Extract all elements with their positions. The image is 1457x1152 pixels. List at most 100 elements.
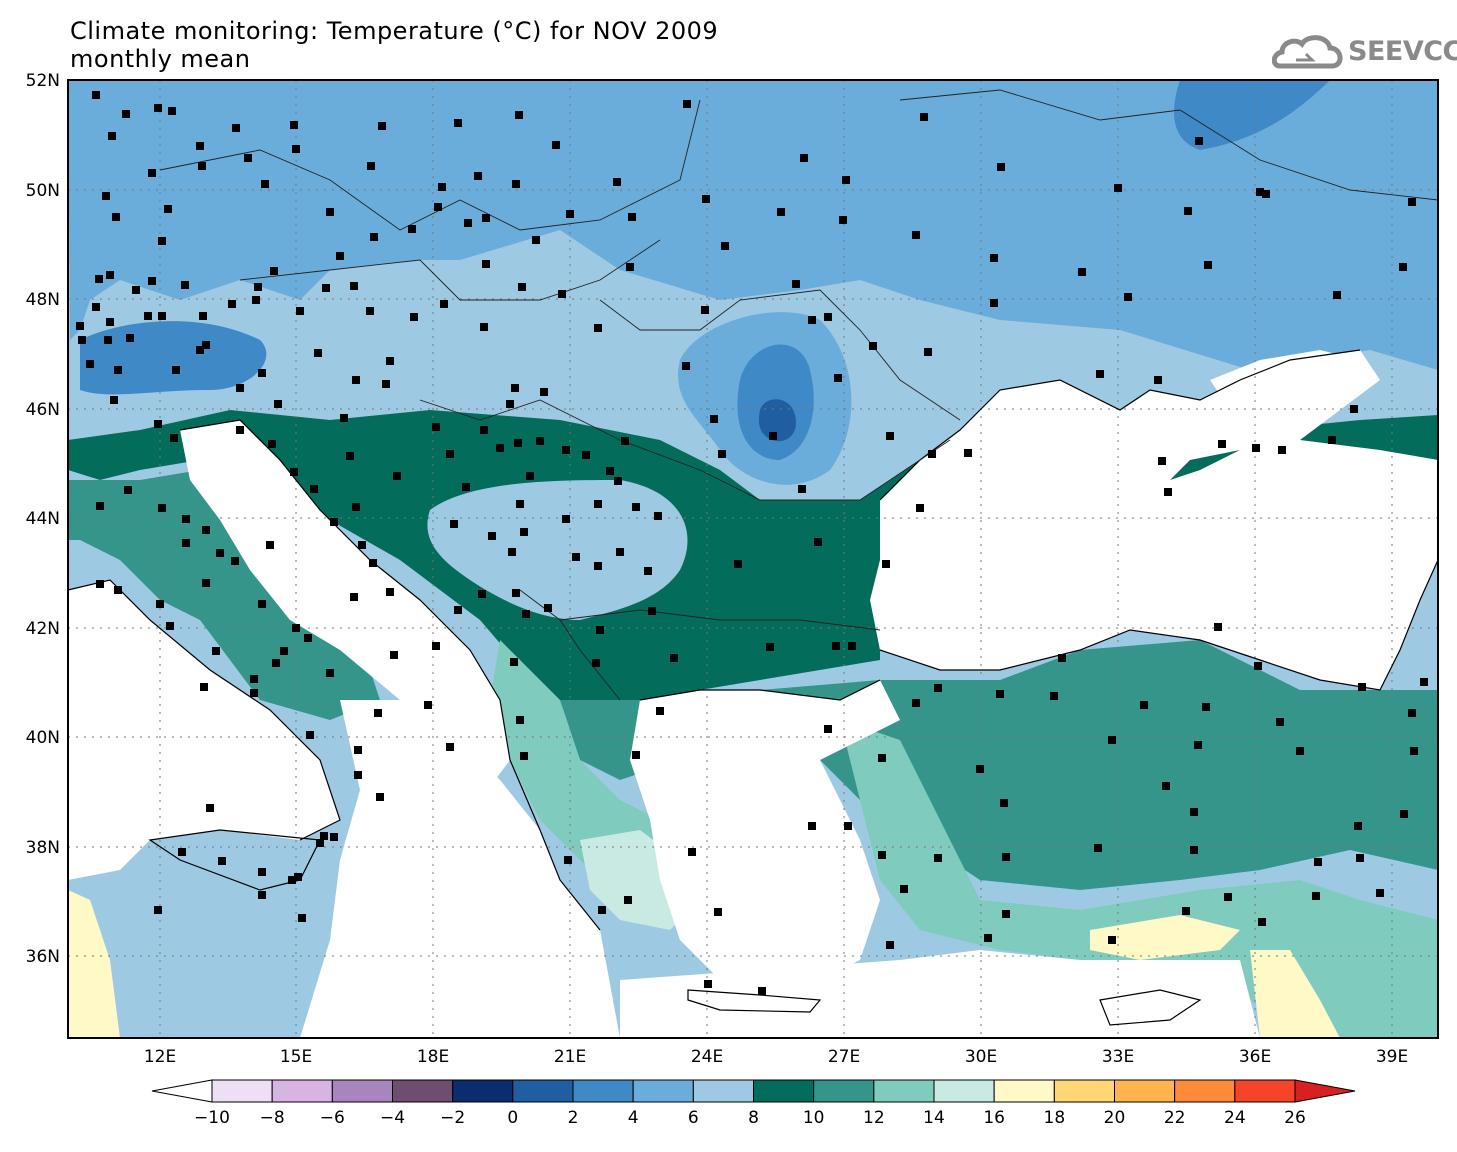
station-marker <box>158 237 166 245</box>
station-marker <box>496 444 504 452</box>
field-band-0-2-pocket <box>758 399 796 442</box>
station-marker <box>718 450 726 458</box>
station-marker <box>990 254 998 262</box>
lat-label: 36N <box>26 947 60 967</box>
station-marker <box>614 477 622 485</box>
station-marker <box>78 336 86 344</box>
colorbar-box <box>572 1079 634 1103</box>
station-marker <box>596 626 604 634</box>
med-sea-east <box>620 950 1260 1038</box>
station-marker <box>1420 678 1428 686</box>
lat-label: 48N <box>26 290 60 310</box>
colorbar-box <box>331 1079 394 1103</box>
station-marker <box>480 323 488 331</box>
station-marker <box>320 832 328 840</box>
colorbar-arrow-high <box>1294 1079 1356 1103</box>
station-marker <box>1108 736 1116 744</box>
station-marker <box>758 987 766 995</box>
station-marker <box>900 885 908 893</box>
station-marker <box>322 284 330 292</box>
station-marker <box>374 709 382 717</box>
lon-label: 21E <box>554 1047 586 1067</box>
lat-label: 46N <box>26 400 60 420</box>
station-marker <box>882 560 890 568</box>
station-marker <box>166 622 174 630</box>
colorbar-ticks: −10 −8 −6 −4 −2 0 2 4 6 8 10 12 14 16 18 20 22 24 26 <box>194 1108 1306 1128</box>
station-marker <box>1400 810 1408 818</box>
station-marker <box>934 854 942 862</box>
station-marker <box>154 906 162 914</box>
station-marker <box>126 334 134 342</box>
station-marker <box>450 520 458 528</box>
station-marker <box>336 252 344 260</box>
station-marker <box>346 452 354 460</box>
station-marker <box>1256 188 1264 196</box>
station-marker <box>1124 293 1132 301</box>
station-marker <box>1399 263 1407 271</box>
colorbar-tick-label: 2 <box>568 1108 579 1128</box>
station-marker <box>168 107 176 115</box>
station-marker <box>261 180 269 188</box>
station-marker <box>1333 291 1341 299</box>
colorbar-tick-label: 22 <box>1164 1108 1186 1128</box>
station-marker <box>254 283 262 291</box>
station-marker <box>350 282 358 290</box>
station-marker <box>1356 854 1364 862</box>
station-marker <box>367 162 375 170</box>
station-marker <box>340 414 348 422</box>
colorbar-box <box>452 1079 514 1103</box>
station-marker <box>1258 918 1266 926</box>
station-marker <box>432 642 440 650</box>
station-marker <box>76 322 84 330</box>
lat-label: 50N <box>26 181 60 201</box>
station-marker <box>216 549 224 557</box>
station-marker <box>734 560 742 568</box>
station-marker <box>108 132 116 140</box>
station-marker <box>798 485 806 493</box>
colorbar-tick-label: 0 <box>507 1108 518 1128</box>
station-marker <box>1154 376 1162 384</box>
station-marker <box>878 851 886 859</box>
station-marker <box>766 643 774 651</box>
station-marker <box>386 357 394 365</box>
station-marker <box>886 432 894 440</box>
station-marker <box>326 669 334 677</box>
station-marker <box>522 610 530 618</box>
colorbar-box <box>753 1079 815 1103</box>
station-marker <box>1350 405 1358 413</box>
station-marker <box>510 658 518 666</box>
station-marker <box>296 307 304 315</box>
station-marker <box>1276 718 1284 726</box>
tyrrhenian-sea <box>68 580 340 880</box>
station-marker <box>440 300 448 308</box>
colorbar-box <box>211 1079 273 1103</box>
lon-label: 24E <box>691 1047 723 1067</box>
colorbar-box <box>993 1079 1055 1103</box>
station-marker <box>562 446 570 454</box>
station-marker <box>390 651 398 659</box>
station-marker <box>514 439 522 447</box>
station-marker <box>683 100 691 108</box>
station-marker <box>244 154 252 162</box>
station-marker <box>86 360 94 368</box>
station-marker <box>1190 846 1198 854</box>
station-marker <box>330 518 338 526</box>
station-marker <box>96 580 104 588</box>
station-marker <box>1312 892 1320 900</box>
station-marker <box>280 647 288 655</box>
station-marker <box>454 119 462 127</box>
station-marker <box>1140 701 1148 709</box>
station-marker <box>515 111 523 119</box>
field-band-6-8-serbia <box>427 480 688 620</box>
colorbar-tick-label: 20 <box>1104 1108 1126 1128</box>
station-marker <box>250 689 258 697</box>
station-marker <box>202 526 210 534</box>
station-marker <box>304 634 312 642</box>
colorbar-tick-label: 18 <box>1044 1108 1066 1128</box>
station-marker <box>800 154 808 162</box>
station-marker <box>382 380 390 388</box>
station-marker <box>354 771 362 779</box>
station-marker <box>1162 782 1170 790</box>
station-marker <box>506 400 514 408</box>
